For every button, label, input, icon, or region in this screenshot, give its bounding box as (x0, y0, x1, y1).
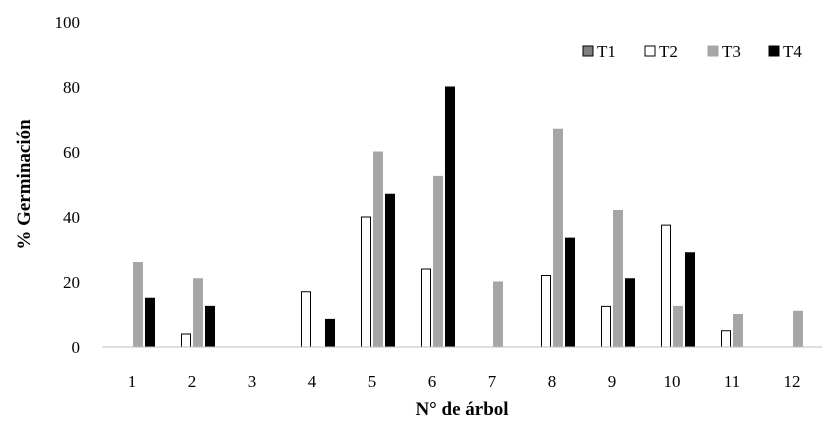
x-tick-label: 8 (548, 372, 557, 391)
bar-t3-tree-6 (433, 175, 443, 348)
x-tick-label: 12 (784, 372, 801, 391)
bar-t3-tree-9 (613, 210, 623, 348)
legend-label-t2: T2 (659, 42, 678, 61)
legend-swatch-t4 (768, 45, 780, 57)
y-tick-label: 60 (63, 143, 80, 162)
y-axis-ticks: 0 20 40 60 80 100 (55, 13, 81, 357)
y-tick-label: 80 (63, 78, 80, 97)
bar-t3-tree-7 (493, 281, 503, 348)
bar-t2-tree-10 (661, 224, 671, 348)
bar-t3-tree-8 (553, 128, 563, 348)
x-axis-ticks: 1 2 3 4 5 6 7 8 9 10 11 12 (128, 372, 801, 391)
legend-label-t3: T3 (722, 42, 741, 61)
x-tick-label: 7 (488, 372, 497, 391)
bars (133, 86, 803, 348)
x-tick-label: 9 (608, 372, 617, 391)
x-axis-title: N° de árbol (415, 399, 508, 420)
bar-t3-tree-10 (673, 305, 683, 348)
legend-swatch-t3 (707, 45, 719, 57)
y-tick-label: 100 (55, 13, 81, 32)
legend-swatch-t1 (582, 45, 594, 57)
bar-t2-tree-2 (181, 333, 191, 348)
bar-t4-tree-5 (385, 193, 395, 348)
bar-t3-tree-5 (373, 151, 383, 348)
y-tick-label: 20 (63, 273, 80, 292)
x-tick-label: 3 (248, 372, 257, 391)
bar-t2-tree-11 (721, 330, 731, 348)
bar-t2-tree-8 (541, 275, 551, 348)
bar-t4-tree-6 (445, 86, 455, 348)
bar-t4-tree-9 (625, 278, 635, 348)
x-tick-label: 2 (188, 372, 197, 391)
bar-t3-tree-1 (133, 262, 143, 348)
bar-t3-tree-12 (793, 310, 803, 348)
bar-t2-tree-4 (301, 291, 311, 348)
bar-t2-tree-6 (421, 268, 431, 348)
bar-t2-tree-5 (361, 216, 371, 348)
bar-t3-tree-2 (193, 278, 203, 348)
y-tick-label: 0 (72, 338, 81, 357)
x-tick-label: 10 (664, 372, 681, 391)
bar-t3-tree-11 (733, 314, 743, 348)
bar-t4-tree-2 (205, 305, 215, 348)
x-tick-label: 11 (724, 372, 740, 391)
y-tick-label: 40 (63, 208, 80, 227)
legend: T1 T2 T3 T4 (582, 42, 802, 61)
x-tick-label: 6 (428, 372, 437, 391)
legend-label-t1: T1 (597, 42, 616, 61)
x-tick-label: 5 (368, 372, 377, 391)
y-axis-title: % Germinación (14, 119, 35, 250)
x-tick-label: 4 (308, 372, 317, 391)
bar-t4-tree-10 (685, 252, 695, 348)
bar-t4-tree-4 (325, 318, 335, 348)
x-tick-label: 1 (128, 372, 137, 391)
bar-t2-tree-9 (601, 305, 611, 348)
legend-swatch-t2 (644, 45, 656, 57)
bar-t4-tree-8 (565, 237, 575, 348)
bar-t4-tree-1 (145, 297, 155, 348)
legend-label-t4: T4 (783, 42, 802, 61)
